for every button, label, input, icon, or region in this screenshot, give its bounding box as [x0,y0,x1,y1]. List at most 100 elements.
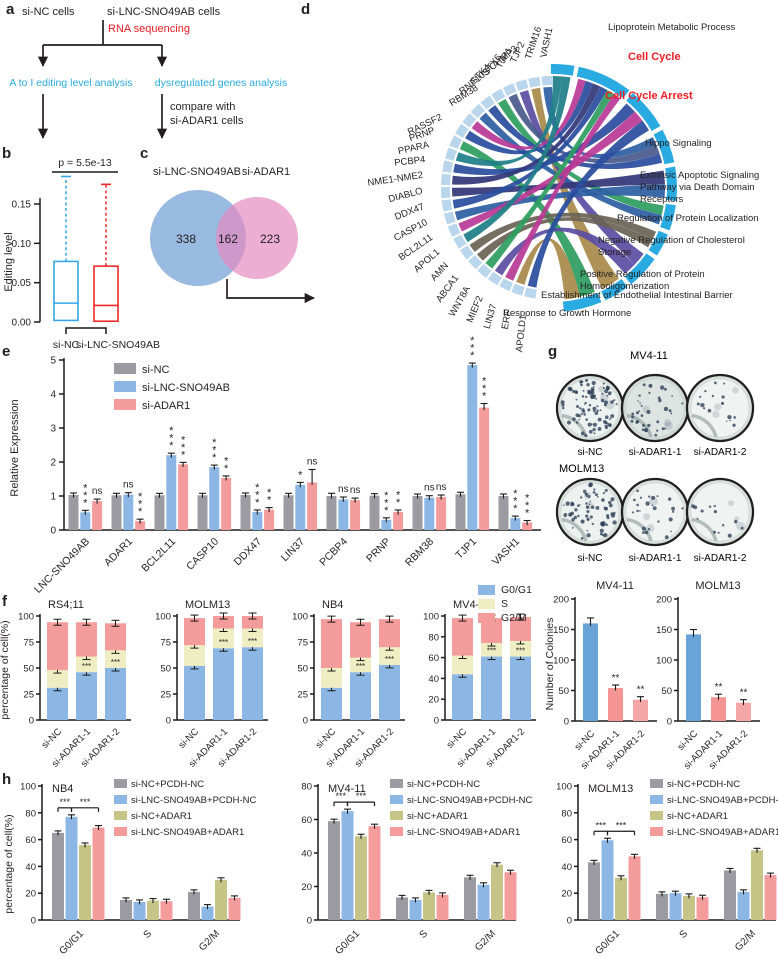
colony-dot [566,420,572,425]
sig-label: *** [516,647,525,656]
colony-smudge [664,421,673,431]
bar [455,494,466,530]
colony-dot [593,385,595,388]
colony-dot [734,520,738,524]
sig-star: * [255,482,260,494]
gene-arc [441,173,451,186]
gene-arc [468,255,483,270]
colony-dot [681,507,684,510]
colony-dot [610,497,615,502]
stack-segment [242,647,263,720]
dish-rim [620,477,690,547]
relative-expression-chart: Relative Expression012345si-NCsi-LNC-SNO… [9,335,541,596]
y-tick-label: 25 [160,690,171,701]
venn-right-count: 223 [259,232,281,246]
rescue-chart-MOLM13: MOLM13 0 20 40 60 80 100 si-NC+PCDH-NC si-LNC-SN… [556,779,778,957]
colony-smudge [728,500,734,506]
sig-label: ns [338,484,349,495]
colony-dot [664,427,666,430]
go-arc [626,93,661,131]
bar [424,497,435,530]
bar [601,840,614,920]
colony-dot [681,402,684,405]
gene-arc [502,83,517,96]
chord-ribbon [485,90,614,269]
legend-label: si-NC+PCDH-NC [407,779,480,790]
x-category-label: DDX47 [232,536,265,569]
legend-swatch [390,827,403,836]
bar [221,477,232,530]
colony-dot [587,495,591,498]
legend-label-g0g1: G0/G1 [501,584,532,596]
sig-star: * [396,489,401,501]
bar [696,897,709,920]
sig-star: * [255,489,260,501]
x-group-label: S [678,928,691,941]
sig-label: *** [616,820,627,830]
bar [264,509,275,530]
colony-dot [597,417,602,422]
legend-label: si-LNC-SNO49AB+PCDH-NC [407,795,533,806]
sig-star: * [212,437,217,449]
stack-segment [350,672,371,720]
colony-dot [586,510,590,514]
colony-assay-panel: MV4-11 MOLM13 si-NC si-ADAR1-1 si-ADAR1-… [544,350,760,772]
venn-left-count: 338 [175,232,197,246]
colony-dot [640,414,644,417]
dish-inner-ring [688,376,752,440]
y-tick-label: 60 [301,815,312,826]
colony-dot [575,421,579,424]
colony-dot [727,533,732,538]
y-tick-label: 0 [564,717,569,728]
panel-label-c: c [140,145,149,162]
bar [328,821,340,920]
colony-smudge [643,513,651,521]
stack-segment [452,655,473,675]
y-axis-label: Number of Colonies [544,618,556,711]
colony-dot [652,506,657,511]
bar [467,365,478,530]
sig-star: * [138,506,143,518]
colony-dot [612,520,617,525]
colony-smudge [598,385,605,393]
gene-label: APOLD1 [514,314,529,352]
colony-dot [588,429,593,434]
colony-dot [587,391,590,395]
legend-swatch-g0g1 [478,585,495,595]
sig-star: * [482,383,487,395]
editing-level-boxplot: Editing level 0.00 0.05 0.10 0.15 p = 5.5e-13… [3,157,160,351]
x-category-label: RBM38 [403,536,436,569]
y-tick-label: 20 [301,882,312,893]
colony-dot [582,489,587,494]
stack-segment [76,622,97,657]
y-tick-label: 40 [301,849,312,860]
go-term-label: Establishment of Endothelial Intestinal … [541,290,733,301]
go-arc [660,203,676,231]
sig-star: * [384,490,389,502]
bar [628,856,641,920]
colony-smudge [732,386,739,394]
gene-arc [441,186,451,199]
panel-label-a: a [6,1,15,18]
colony-dot [713,510,718,514]
sig-star: * [470,350,475,362]
colony-dot [605,507,608,510]
chord-ribbon [469,212,657,252]
colony-dot [640,404,643,407]
colony-dot [602,534,605,537]
go-term-label: Positive Regulation of Protein [580,269,705,280]
legend-label-s: S [501,598,509,610]
legend-swatch-s [478,599,495,609]
panel-label-f: f [2,593,7,610]
sig-label: *** [335,791,346,801]
colony-dot [580,383,583,387]
colony-dot [568,514,571,516]
colony-dot [635,411,639,415]
legend-label: si-NC+ADAR1 [407,811,468,822]
go-arc [665,166,677,201]
bar [464,877,476,920]
colony-dot [592,422,598,427]
gene-arc [511,283,525,296]
dish-shadow [691,413,718,438]
